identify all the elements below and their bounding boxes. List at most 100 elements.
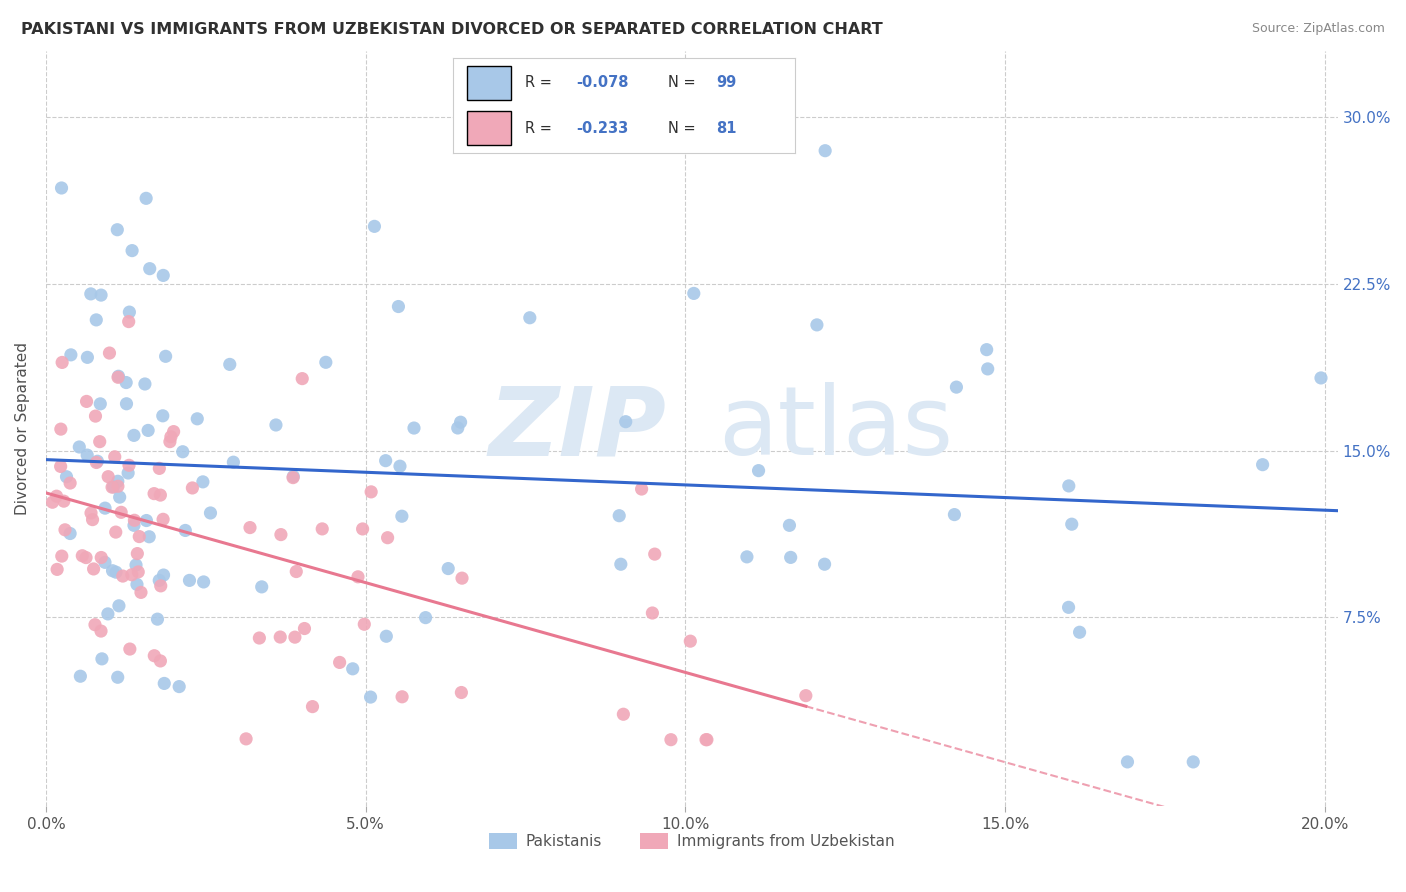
Point — [152, 512, 174, 526]
Point — [778, 518, 800, 533]
Point — [360, 484, 382, 499]
Point — [682, 286, 704, 301]
Point — [90, 550, 112, 565]
Point — [391, 509, 413, 524]
Point — [1116, 755, 1139, 769]
Point — [84, 409, 107, 423]
Point — [107, 670, 129, 684]
Point — [1251, 458, 1274, 472]
Point — [104, 450, 127, 464]
Point — [235, 731, 257, 746]
Point — [51, 181, 73, 195]
Point — [105, 565, 128, 579]
Point — [1069, 625, 1091, 640]
Point — [644, 547, 666, 561]
Point — [121, 567, 143, 582]
Point — [181, 481, 204, 495]
Point — [193, 574, 215, 589]
Point — [115, 397, 138, 411]
Point — [270, 527, 292, 541]
Point — [659, 732, 682, 747]
Point — [101, 564, 124, 578]
Point — [103, 480, 125, 494]
Point — [695, 732, 717, 747]
Point — [610, 558, 633, 572]
Point — [90, 652, 112, 666]
Point — [55, 469, 77, 483]
Point — [148, 574, 170, 588]
Point — [735, 549, 758, 564]
Point — [108, 490, 131, 504]
Point — [612, 707, 634, 722]
Point — [391, 690, 413, 704]
Point — [247, 631, 270, 645]
Point — [45, 489, 67, 503]
Point — [111, 569, 134, 583]
Point — [284, 630, 307, 644]
Point — [447, 421, 470, 435]
Point — [402, 421, 425, 435]
Point — [174, 524, 197, 538]
Point — [1310, 371, 1333, 385]
Point — [179, 574, 201, 588]
Point — [315, 355, 337, 369]
Point — [118, 305, 141, 319]
Point — [301, 699, 323, 714]
Point — [794, 689, 817, 703]
Point — [360, 690, 382, 704]
Point — [75, 550, 97, 565]
Point — [49, 459, 72, 474]
Point — [83, 562, 105, 576]
Point — [347, 570, 370, 584]
Point — [143, 486, 166, 500]
Point — [387, 300, 409, 314]
Point — [159, 434, 181, 449]
Point — [101, 480, 124, 494]
Point — [84, 313, 107, 327]
Point — [97, 469, 120, 483]
Point — [519, 310, 541, 325]
Point — [59, 348, 82, 362]
Point — [67, 440, 90, 454]
Point — [779, 550, 801, 565]
Point — [148, 461, 170, 475]
Point — [155, 349, 177, 363]
Point — [1060, 517, 1083, 532]
Point — [437, 561, 460, 575]
Point — [152, 409, 174, 423]
Point — [72, 549, 94, 563]
Point — [129, 585, 152, 599]
Point — [450, 415, 472, 429]
Point — [218, 358, 240, 372]
Point — [149, 654, 172, 668]
Point — [122, 518, 145, 533]
Point — [46, 562, 69, 576]
Point — [281, 470, 304, 484]
Point — [291, 371, 314, 385]
Point — [352, 522, 374, 536]
Point — [943, 508, 966, 522]
Text: atlas: atlas — [717, 382, 953, 475]
Point — [186, 412, 208, 426]
Point — [630, 482, 652, 496]
Point — [110, 505, 132, 519]
Point — [450, 685, 472, 699]
Point — [86, 454, 108, 468]
Point — [118, 458, 141, 473]
Point — [353, 617, 375, 632]
Point — [69, 669, 91, 683]
Point — [269, 630, 291, 644]
Point — [149, 488, 172, 502]
Point — [162, 425, 184, 439]
Point — [696, 732, 718, 747]
Point — [813, 558, 835, 572]
Point — [94, 555, 117, 569]
Point — [153, 676, 176, 690]
Point — [283, 469, 305, 483]
Point — [107, 369, 129, 384]
Point — [108, 599, 131, 613]
Point — [806, 318, 828, 332]
Point — [76, 448, 98, 462]
Point — [294, 622, 316, 636]
Point — [152, 268, 174, 283]
